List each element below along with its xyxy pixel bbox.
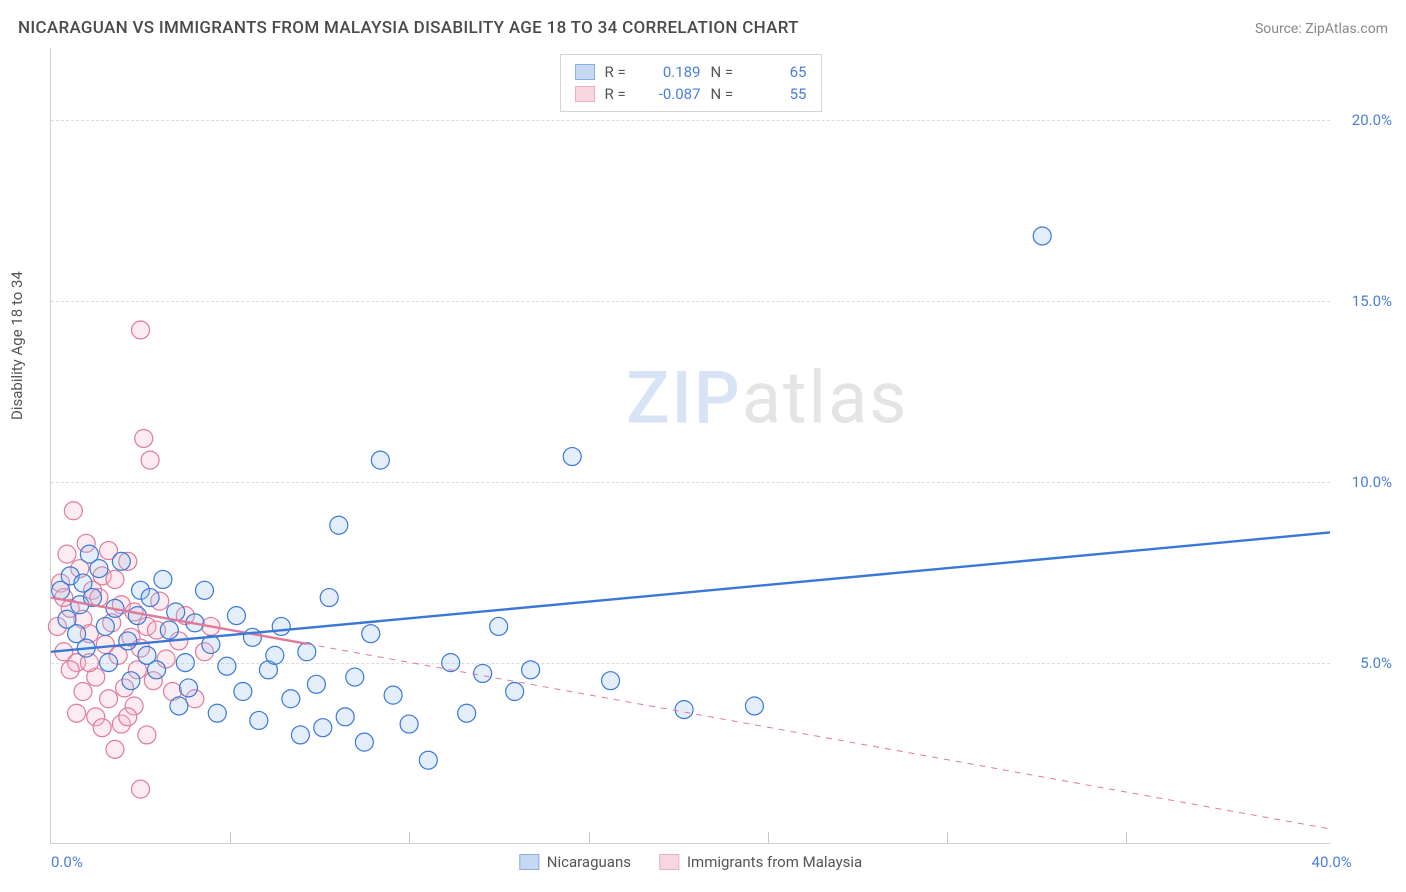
data-point bbox=[330, 516, 348, 534]
data-point bbox=[80, 545, 98, 563]
data-point bbox=[745, 697, 763, 715]
y-axis-label: Disability Age 18 to 34 bbox=[8, 271, 26, 420]
legend-n-label: N = bbox=[711, 63, 741, 81]
data-point bbox=[141, 451, 159, 469]
source-attribution: Source: ZipAtlas.com bbox=[1255, 21, 1388, 37]
legend-swatch bbox=[659, 854, 679, 870]
legend-r-value: 0.189 bbox=[645, 63, 701, 81]
data-point bbox=[112, 552, 130, 570]
data-point bbox=[371, 451, 389, 469]
data-point bbox=[250, 711, 268, 729]
data-point bbox=[362, 625, 380, 643]
data-point bbox=[218, 657, 236, 675]
data-point bbox=[442, 654, 460, 672]
data-point bbox=[170, 697, 188, 715]
legend-r-label: R = bbox=[605, 63, 635, 81]
legend-swatch bbox=[575, 86, 595, 102]
data-point bbox=[106, 570, 124, 588]
data-point bbox=[61, 661, 79, 679]
legend-n-value: 65 bbox=[751, 63, 807, 81]
y-tick-label: 5.0% bbox=[1360, 654, 1392, 672]
y-tick-label: 15.0% bbox=[1352, 292, 1392, 310]
data-point bbox=[96, 617, 114, 635]
legend-r-label: R = bbox=[605, 85, 635, 103]
data-point bbox=[119, 632, 137, 650]
x-tick-first: 0.0% bbox=[51, 853, 83, 871]
data-point bbox=[272, 617, 290, 635]
data-point bbox=[522, 661, 540, 679]
data-point bbox=[602, 672, 620, 690]
scatter-plot-svg bbox=[51, 48, 1330, 843]
data-point bbox=[506, 683, 524, 701]
legend-n-value: 55 bbox=[751, 85, 807, 103]
data-point bbox=[675, 701, 693, 719]
data-point bbox=[314, 719, 332, 737]
data-point bbox=[74, 683, 92, 701]
data-point bbox=[148, 661, 166, 679]
legend-n-label: N = bbox=[711, 85, 741, 103]
data-point bbox=[135, 429, 153, 447]
data-point bbox=[307, 675, 325, 693]
data-point bbox=[64, 502, 82, 520]
legend-r-value: -0.087 bbox=[645, 85, 701, 103]
data-point bbox=[474, 664, 492, 682]
data-point bbox=[336, 708, 354, 726]
data-point bbox=[122, 672, 140, 690]
data-point bbox=[68, 704, 86, 722]
y-tick-label: 10.0% bbox=[1352, 473, 1392, 491]
data-point bbox=[291, 726, 309, 744]
legend-correlation-row: R = 0.189 N = 65 bbox=[575, 61, 807, 83]
data-point bbox=[227, 607, 245, 625]
data-point bbox=[234, 683, 252, 701]
data-point bbox=[141, 589, 159, 607]
data-point bbox=[132, 780, 150, 798]
data-point bbox=[195, 581, 213, 599]
data-point bbox=[320, 589, 338, 607]
data-point bbox=[179, 679, 197, 697]
data-point bbox=[119, 708, 137, 726]
data-point bbox=[128, 607, 146, 625]
data-point bbox=[458, 704, 476, 722]
data-point bbox=[355, 733, 373, 751]
data-point bbox=[243, 628, 261, 646]
data-point bbox=[400, 715, 418, 733]
data-point bbox=[208, 704, 226, 722]
data-point bbox=[419, 751, 437, 769]
data-point bbox=[266, 646, 284, 664]
chart-plot-area: ZIPatlas 5.0%10.0%15.0%20.0% R =0.189N =… bbox=[50, 48, 1330, 844]
legend-series-name: Nicaraguans bbox=[547, 853, 631, 871]
data-point bbox=[346, 668, 364, 686]
data-point bbox=[563, 448, 581, 466]
data-point bbox=[100, 690, 118, 708]
legend-correlation-row: R = -0.087 N = 55 bbox=[575, 83, 807, 105]
series-legend: Nicaraguans Immigrants from Malaysia bbox=[519, 853, 862, 871]
data-point bbox=[160, 621, 178, 639]
data-point bbox=[93, 719, 111, 737]
data-point bbox=[100, 654, 118, 672]
chart-title: NICARAGUAN VS IMMIGRANTS FROM MALAYSIA D… bbox=[18, 18, 799, 38]
data-point bbox=[58, 545, 76, 563]
data-point bbox=[490, 617, 508, 635]
data-point bbox=[154, 570, 172, 588]
x-tick-last: 40.0% bbox=[1312, 853, 1352, 871]
y-tick-label: 20.0% bbox=[1352, 111, 1392, 129]
trend-line-dashed bbox=[307, 644, 1330, 829]
data-point bbox=[132, 321, 150, 339]
data-point bbox=[298, 643, 316, 661]
data-point bbox=[106, 740, 124, 758]
data-point bbox=[282, 690, 300, 708]
legend-series-item: Immigrants from Malaysia bbox=[659, 853, 862, 871]
legend-swatch bbox=[575, 64, 595, 80]
data-point bbox=[176, 654, 194, 672]
legend-series-name: Immigrants from Malaysia bbox=[687, 853, 862, 871]
legend-series-item: Nicaraguans bbox=[519, 853, 631, 871]
data-point bbox=[138, 726, 156, 744]
legend-swatch bbox=[519, 854, 539, 870]
data-point bbox=[1033, 227, 1051, 245]
trend-line bbox=[51, 532, 1330, 651]
correlation-legend: R = 0.189 N = 65 R = -0.087 N = 55 bbox=[560, 54, 822, 112]
data-point bbox=[384, 686, 402, 704]
